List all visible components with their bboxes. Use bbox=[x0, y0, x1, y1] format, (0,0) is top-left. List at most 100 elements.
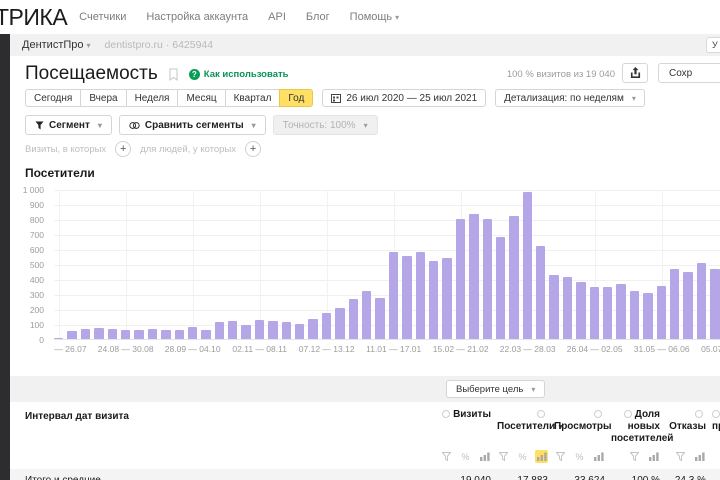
bar[interactable] bbox=[509, 216, 519, 339]
period-tab-4[interactable]: Квартал bbox=[224, 89, 281, 107]
bar[interactable] bbox=[683, 272, 693, 339]
bar[interactable] bbox=[495, 237, 506, 339]
bar[interactable] bbox=[241, 324, 251, 339]
percent-icon[interactable]: % bbox=[461, 451, 470, 462]
period-tab-2[interactable]: Неделя bbox=[125, 89, 179, 107]
nav-item-api[interactable]: API bbox=[268, 11, 286, 23]
filter-icon[interactable] bbox=[554, 450, 567, 463]
bar[interactable] bbox=[536, 246, 546, 339]
bar[interactable] bbox=[415, 252, 425, 339]
bookmark-icon[interactable] bbox=[168, 68, 179, 81]
filter-icon[interactable] bbox=[440, 450, 453, 463]
metric-column-header[interactable]: Доля новых посетителей bbox=[611, 409, 674, 444]
period-tab-1[interactable]: Вчера bbox=[80, 89, 127, 107]
counter-selector[interactable]: ДентистПро ▾ bbox=[22, 39, 91, 51]
bar[interactable] bbox=[710, 269, 720, 339]
bar[interactable] bbox=[214, 322, 225, 339]
bar[interactable] bbox=[455, 219, 466, 339]
date-range-button[interactable]: 26 июл 2020 — 25 июл 2021 bbox=[322, 89, 487, 107]
bar[interactable] bbox=[54, 337, 64, 339]
bar[interactable] bbox=[134, 329, 144, 339]
bars-icon[interactable] bbox=[693, 450, 706, 463]
export-button[interactable] bbox=[622, 63, 648, 83]
bar[interactable] bbox=[120, 330, 131, 339]
bar[interactable] bbox=[201, 329, 211, 339]
bar[interactable] bbox=[321, 312, 332, 339]
add-people-filter-button[interactable]: + bbox=[245, 141, 262, 157]
compare-segments-button[interactable]: Сравнить сегменты ▾ bbox=[118, 115, 266, 135]
nav-item-account-settings[interactable]: Настройка аккаунта bbox=[146, 11, 249, 23]
bar[interactable] bbox=[669, 269, 680, 339]
bar[interactable] bbox=[228, 321, 238, 339]
bar[interactable] bbox=[388, 252, 399, 339]
bar[interactable] bbox=[696, 262, 707, 339]
bar[interactable] bbox=[482, 218, 492, 339]
save-button[interactable]: Сохр bbox=[658, 63, 720, 83]
bar[interactable] bbox=[348, 298, 358, 339]
bar[interactable] bbox=[147, 329, 158, 339]
period-tab-5[interactable]: Год bbox=[279, 89, 314, 107]
bar[interactable] bbox=[643, 293, 653, 339]
metric-column-header[interactable]: Визиты bbox=[439, 409, 497, 421]
precision-button[interactable]: Точность: 100% ▾ bbox=[272, 115, 378, 135]
bar[interactable] bbox=[295, 324, 305, 339]
bar[interactable] bbox=[375, 297, 385, 339]
bar[interactable] bbox=[161, 330, 171, 339]
nav-item-counters[interactable]: Счетчики bbox=[79, 11, 127, 23]
choose-goal-button[interactable]: Выберите цель ▾ bbox=[446, 380, 546, 398]
nav-item-help[interactable]: Помощь ▾ bbox=[349, 11, 400, 23]
bar[interactable] bbox=[187, 326, 198, 339]
metric-column-header[interactable]: Посетители ▼ bbox=[497, 409, 564, 433]
bar[interactable] bbox=[361, 291, 372, 339]
metric-column-header[interactable]: Просмотры bbox=[554, 409, 612, 433]
metric-column-header[interactable]: Отказы bbox=[666, 409, 712, 433]
bar[interactable] bbox=[656, 286, 666, 339]
x-tick-label: 26.07 — 26.07 bbox=[54, 344, 87, 354]
how-to-use-link[interactable]: ? Как использовать bbox=[188, 68, 288, 80]
bar[interactable] bbox=[402, 256, 412, 339]
app-logo[interactable]: ТРИКА bbox=[0, 3, 68, 30]
bar[interactable] bbox=[589, 287, 600, 339]
filter-icon[interactable] bbox=[628, 450, 641, 463]
bar[interactable] bbox=[308, 318, 318, 339]
bar[interactable] bbox=[80, 329, 91, 339]
collapsed-sidebar[interactable] bbox=[0, 34, 10, 480]
detalization-select[interactable]: Детализация: по неделям ▾ bbox=[495, 89, 645, 107]
bar[interactable] bbox=[281, 321, 292, 339]
bar[interactable] bbox=[629, 291, 640, 339]
nav-item-blog[interactable]: Блог bbox=[305, 11, 330, 23]
bar[interactable] bbox=[67, 330, 77, 339]
bar[interactable] bbox=[562, 276, 573, 339]
cut-off-button[interactable]: У bbox=[706, 37, 720, 53]
bar[interactable] bbox=[549, 274, 559, 339]
filter-icon[interactable] bbox=[497, 450, 510, 463]
bar[interactable] bbox=[107, 329, 117, 339]
bars-icon[interactable] bbox=[647, 450, 660, 463]
percent-icon[interactable]: % bbox=[518, 451, 527, 462]
bar[interactable] bbox=[428, 261, 439, 339]
period-tab-0[interactable]: Сегодня bbox=[25, 89, 82, 107]
bars-icon[interactable] bbox=[592, 450, 605, 463]
period-tab-3[interactable]: Месяц bbox=[177, 89, 226, 107]
bar[interactable] bbox=[174, 329, 184, 339]
bar[interactable] bbox=[268, 321, 278, 339]
bars-icon[interactable] bbox=[535, 450, 548, 463]
bar[interactable] bbox=[442, 257, 452, 339]
segment-button[interactable]: Сегмент ▾ bbox=[25, 115, 112, 135]
bar[interactable] bbox=[469, 213, 479, 339]
bar[interactable] bbox=[522, 192, 533, 339]
percent-icon[interactable]: % bbox=[575, 451, 584, 462]
bar[interactable] bbox=[254, 319, 265, 339]
bar[interactable] bbox=[616, 284, 626, 339]
bar[interactable] bbox=[603, 287, 613, 339]
bar[interactable] bbox=[335, 307, 345, 339]
filter-icon[interactable] bbox=[674, 450, 687, 463]
interval-column-header: Интервал дат визита bbox=[25, 411, 129, 422]
totals-value: 100 % bbox=[611, 469, 666, 480]
y-tick-label: 0 bbox=[39, 335, 44, 345]
bars-icon[interactable] bbox=[478, 450, 491, 463]
metric-column-header[interactable]: Глубина просмотра bbox=[712, 409, 720, 433]
add-visit-filter-button[interactable]: + bbox=[115, 141, 132, 157]
bar[interactable] bbox=[576, 282, 586, 339]
bar[interactable] bbox=[94, 328, 104, 339]
